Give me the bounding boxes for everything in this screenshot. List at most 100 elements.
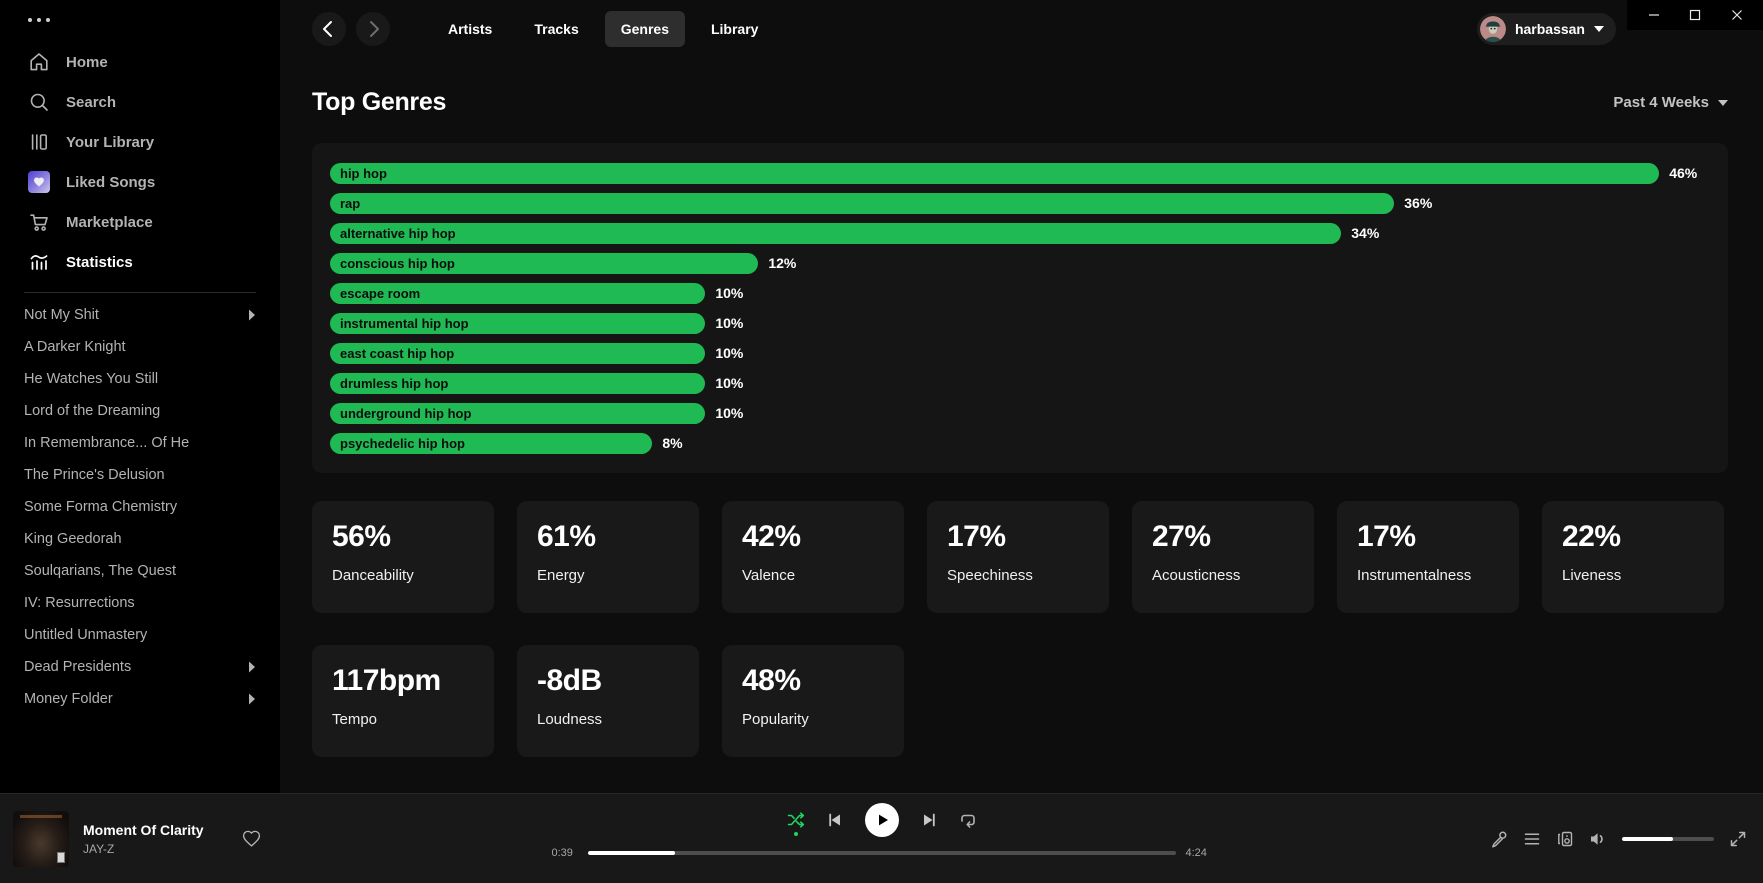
playlist-item[interactable]: A Darker Knight bbox=[0, 331, 280, 363]
genre-bar-row: instrumental hip hop 10% bbox=[330, 308, 1710, 338]
genre-bar[interactable]: rap bbox=[330, 192, 1395, 214]
main-content: Artists Tracks Genres Library bbox=[280, 0, 1763, 793]
playlist-item[interactable]: Lord of the Dreaming bbox=[0, 395, 280, 427]
track-artist[interactable]: JAY-Z bbox=[83, 841, 115, 856]
playlist-item[interactable]: King Geedorah bbox=[0, 523, 280, 555]
nav-tab[interactable]: Tracks bbox=[518, 11, 594, 47]
playlist-item[interactable]: Some Forma Chemistry bbox=[0, 491, 280, 523]
overflow-menu-icon[interactable] bbox=[0, 12, 280, 22]
stat-label: Liveness bbox=[1562, 567, 1622, 584]
genre-bar[interactable]: drumless hip hop bbox=[330, 372, 706, 394]
genre-bar[interactable]: instrumental hip hop bbox=[330, 312, 706, 334]
sidebar-item-your-library[interactable]: Your Library bbox=[0, 122, 280, 162]
playlist-item[interactable]: Money Folder bbox=[0, 683, 280, 715]
microphone-icon bbox=[1492, 831, 1507, 848]
speaker-device-icon bbox=[1558, 831, 1573, 846]
volume-slider[interactable] bbox=[1622, 836, 1714, 841]
chevron-right-icon bbox=[370, 21, 379, 37]
genre-bar[interactable]: psychedelic hip hop bbox=[330, 432, 653, 454]
genre-bar[interactable]: alternative hip hop bbox=[330, 222, 1342, 244]
fullscreen-icon bbox=[1730, 831, 1746, 846]
tab-bar: Artists Tracks Genres Library bbox=[432, 11, 774, 47]
forward-button[interactable] bbox=[356, 12, 390, 46]
stat-cards-row-1: 56% Danceability 61% Energy 42% Valence … bbox=[312, 501, 1728, 613]
playlist-label: The Prince's Delusion bbox=[24, 467, 165, 483]
player-right-controls bbox=[1490, 794, 1747, 883]
connect-device-button[interactable] bbox=[1556, 830, 1574, 848]
genre-bar-row: alternative hip hop 34% bbox=[330, 218, 1710, 248]
sidebar-item-search[interactable]: Search bbox=[0, 82, 280, 122]
time-range-dropdown[interactable]: Past 4 Weeks bbox=[1613, 94, 1728, 111]
like-button[interactable] bbox=[242, 829, 261, 848]
play-button[interactable] bbox=[864, 803, 899, 837]
next-button[interactable] bbox=[921, 812, 937, 828]
genre-bar-label: underground hip hop bbox=[340, 405, 472, 421]
nav-tab[interactable]: Library bbox=[695, 11, 774, 47]
chevron-right-icon bbox=[249, 661, 255, 673]
playback-controls bbox=[787, 803, 977, 837]
playlist-item[interactable]: Untitled Unmastery bbox=[0, 619, 280, 651]
stat-card: 22% Liveness bbox=[1542, 501, 1724, 613]
chevron-down-icon bbox=[1718, 99, 1728, 106]
seek-bar[interactable] bbox=[587, 851, 1176, 855]
user-menu[interactable]: harbassan bbox=[1476, 13, 1616, 45]
playlist-label: Money Folder bbox=[24, 691, 113, 707]
lyrics-button[interactable] bbox=[1490, 830, 1508, 848]
minimize-button[interactable] bbox=[1639, 0, 1669, 30]
playlist-item[interactable]: Soulqarians, The Quest bbox=[0, 555, 280, 587]
sidebar-item-label: Marketplace bbox=[66, 213, 153, 231]
maximize-button[interactable] bbox=[1680, 0, 1710, 30]
library-icon bbox=[31, 134, 48, 150]
shuffle-button[interactable] bbox=[787, 811, 805, 829]
nav-tab[interactable]: Genres bbox=[604, 11, 685, 47]
repeat-button[interactable] bbox=[959, 811, 977, 829]
volume-button[interactable] bbox=[1589, 830, 1607, 848]
genre-bar[interactable]: escape room bbox=[330, 282, 706, 304]
back-button[interactable] bbox=[312, 12, 346, 46]
playlist-item[interactable]: The Prince's Delusion bbox=[0, 459, 280, 491]
track-title[interactable]: Moment Of Clarity bbox=[83, 821, 204, 838]
chevron-right-icon bbox=[249, 693, 255, 705]
playlist-item[interactable]: Dead Presidents bbox=[0, 651, 280, 683]
play-icon bbox=[878, 814, 888, 826]
album-art[interactable] bbox=[13, 810, 69, 867]
previous-button[interactable] bbox=[827, 812, 843, 828]
sidebar-item-home[interactable]: Home bbox=[0, 42, 280, 82]
sidebar-item-label: Liked Songs bbox=[66, 173, 156, 191]
playlist-label: Dead Presidents bbox=[24, 659, 132, 675]
sidebar-item-marketplace[interactable]: Marketplace bbox=[0, 202, 280, 242]
parental-advisory-badge bbox=[57, 851, 65, 863]
genre-bar[interactable]: east coast hip hop bbox=[330, 342, 706, 364]
close-button[interactable] bbox=[1722, 0, 1752, 30]
genre-bar-value: 10% bbox=[715, 285, 744, 301]
heart-outline-icon bbox=[242, 830, 260, 847]
playlist-item[interactable]: Not My Shit bbox=[0, 299, 280, 331]
genre-bar[interactable]: conscious hip hop bbox=[330, 252, 759, 274]
stat-value: 17% bbox=[1357, 520, 1416, 553]
sidebar-item-liked-songs[interactable]: Liked Songs bbox=[0, 162, 280, 202]
stat-value: 27% bbox=[1152, 520, 1211, 553]
sidebar-nav: Home Search Your Library Liked Songs Mar… bbox=[0, 42, 280, 282]
total-time: 4:24 bbox=[1185, 847, 1207, 859]
genre-bar[interactable]: hip hop bbox=[330, 162, 1660, 184]
stat-card: -8dB Loudness bbox=[517, 645, 699, 757]
queue-button[interactable] bbox=[1523, 830, 1541, 848]
genre-bar[interactable]: underground hip hop bbox=[330, 402, 706, 424]
sidebar-item-statistics[interactable]: Statistics bbox=[0, 242, 280, 282]
genre-bar-value: 8% bbox=[662, 435, 683, 451]
fullscreen-button[interactable] bbox=[1729, 830, 1747, 848]
genre-bar-label: hip hop bbox=[340, 165, 387, 181]
elapsed-time: 0:39 bbox=[551, 847, 573, 859]
nav-tab[interactable]: Artists bbox=[432, 11, 508, 47]
sidebar-item-label: Statistics bbox=[66, 253, 133, 271]
maximize-icon bbox=[1689, 9, 1701, 21]
chevron-down-icon bbox=[1594, 26, 1604, 32]
skip-next-icon bbox=[923, 813, 935, 827]
playlist-item[interactable]: In Remembrance... Of He bbox=[0, 427, 280, 459]
stat-label: Energy bbox=[537, 567, 585, 584]
playlist-item[interactable]: IV: Resurrections bbox=[0, 587, 280, 619]
progress-fill bbox=[587, 851, 675, 855]
genre-bar-row: psychedelic hip hop 8% bbox=[330, 428, 1710, 458]
playlist-item[interactable]: He Watches You Still bbox=[0, 363, 280, 395]
stat-label: Speechiness bbox=[947, 567, 1033, 584]
